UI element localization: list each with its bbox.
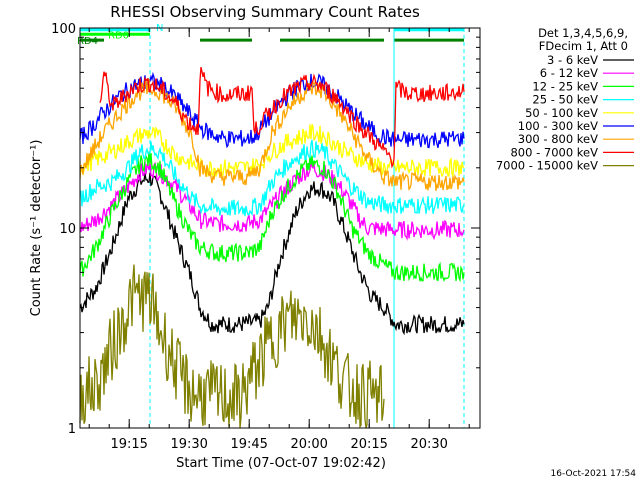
- series-lines: [79, 67, 465, 429]
- series-line-7: [99, 67, 465, 169]
- legend-header: FDecim 1, Att 0: [539, 39, 628, 53]
- x-tick-label: 20:30: [410, 437, 447, 452]
- series-line-8: [79, 264, 385, 429]
- x-tick-label: 19:45: [230, 437, 267, 452]
- flag-label-rd4: RD4: [77, 36, 98, 47]
- series-line-0: [79, 172, 465, 336]
- plot-frame: [79, 27, 481, 429]
- flag-label-rd0: RD0: [108, 30, 129, 41]
- legend-label: 12 - 25 keV: [532, 79, 598, 93]
- chart-title: RHESSI Observing Summary Count Rates: [110, 3, 420, 21]
- series-line-1: [79, 160, 465, 241]
- x-tick-label: 20:15: [350, 437, 387, 452]
- x-tick-label: 20:00: [290, 437, 327, 452]
- legend-label: 300 - 800 keV: [518, 132, 598, 146]
- x-tick-label: 19:30: [170, 437, 207, 452]
- series-line-3: [79, 139, 465, 217]
- legend-label: 50 - 100 keV: [525, 106, 598, 120]
- axes: 1 10 100 19:15 19:30 19:45 20:00 20:15 20:30: [51, 22, 481, 452]
- legend-label: 6 - 12 keV: [540, 66, 598, 80]
- legend-label: 800 - 7000 keV: [510, 145, 598, 159]
- legend-label: 25 - 50 keV: [532, 93, 598, 107]
- y-tick-label: 1: [68, 422, 76, 437]
- x-axis-label: Start Time (07-Oct-07 19:02:42): [176, 456, 386, 471]
- legend-header: Det 1,3,4,5,6,9,: [538, 26, 628, 40]
- legend-label: 7000 - 15000 keV: [496, 159, 598, 173]
- y-axis-label: Count Rate (s⁻¹ detector⁻¹): [29, 140, 44, 317]
- legend-label: 100 - 300 keV: [518, 119, 598, 133]
- legend: Det 1,3,4,5,6,9,FDecim 1, Att 03 - 6 keV…: [496, 26, 634, 173]
- footer-timestamp: 16-Oct-2021 17:54: [551, 469, 637, 479]
- y-tick-label: 100: [51, 22, 76, 37]
- y-tick-label: 10: [59, 222, 76, 237]
- series-line-4: [79, 124, 465, 179]
- x-tick-label: 19:15: [110, 437, 147, 452]
- series-line-6: [79, 78, 465, 191]
- legend-label: 3 - 6 keV: [547, 53, 598, 67]
- series-line-2: [79, 151, 465, 283]
